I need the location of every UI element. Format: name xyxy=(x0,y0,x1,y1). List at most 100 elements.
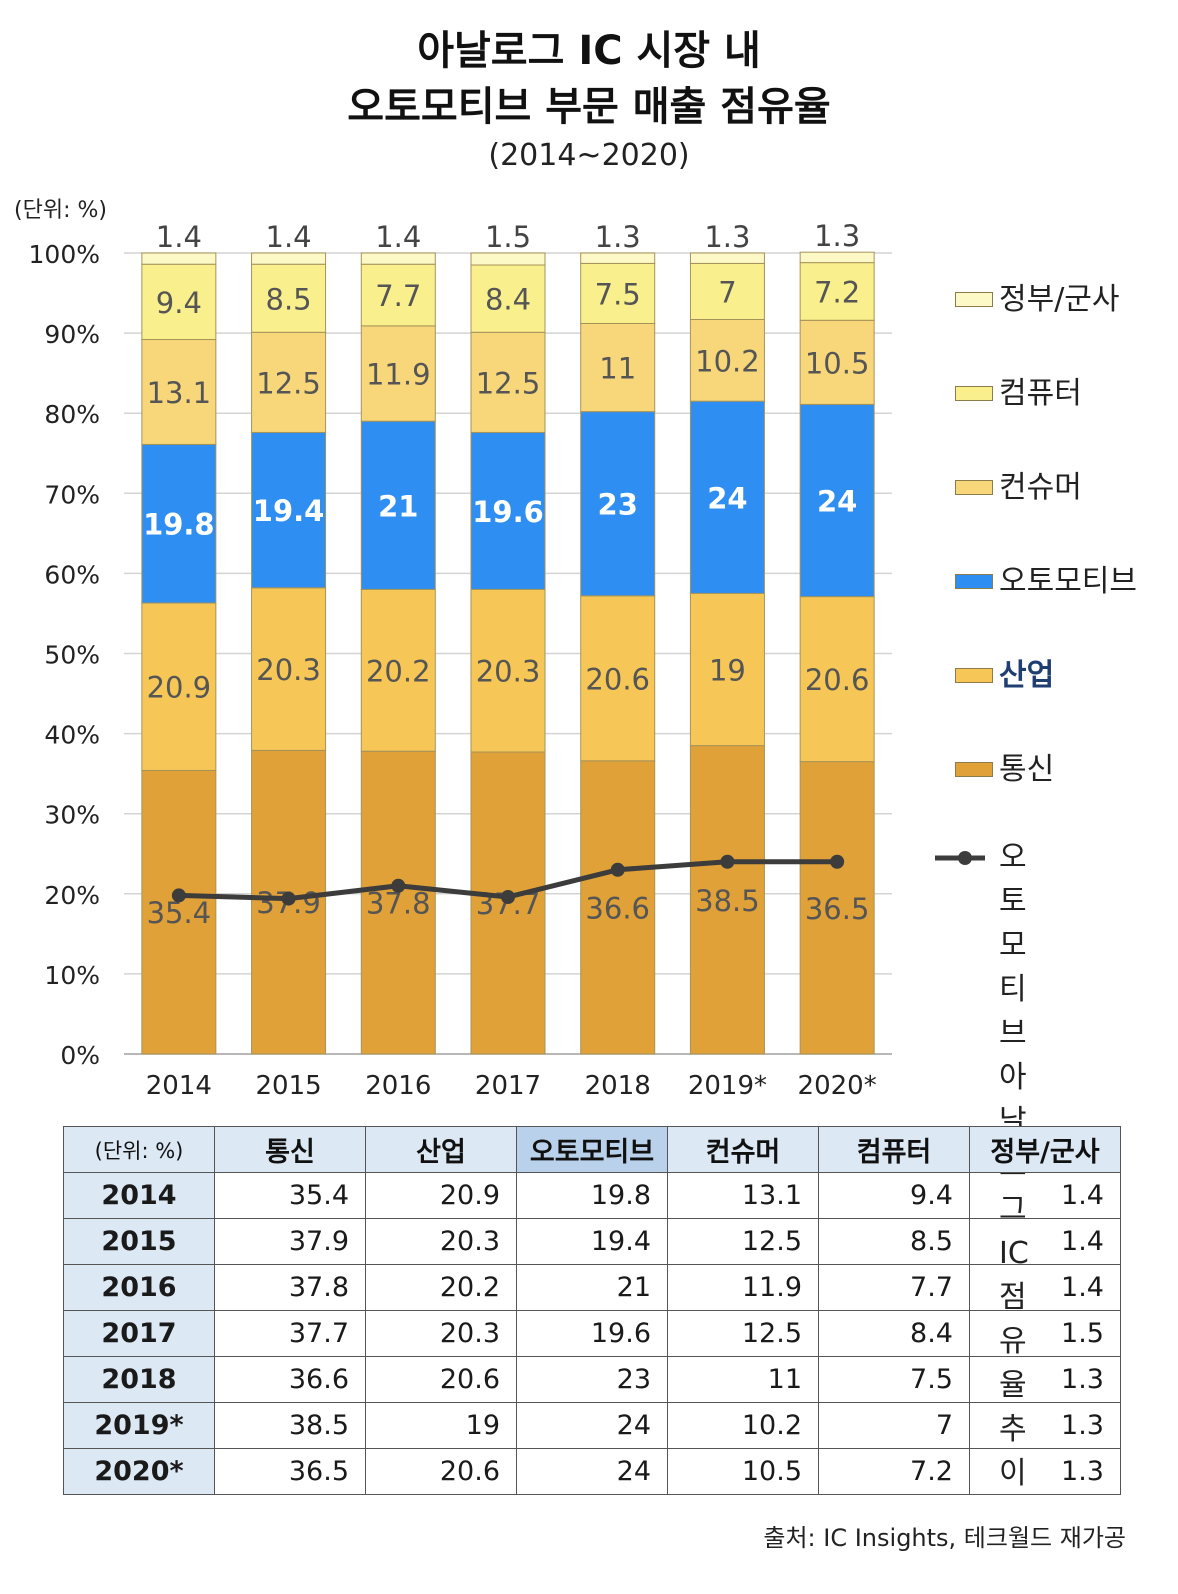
table-column-header: 컨슈머 xyxy=(667,1126,819,1173)
bar-segment xyxy=(689,745,765,1055)
y-tick-label: 100% xyxy=(29,240,100,269)
table-column-header: 오토모티브 xyxy=(516,1126,668,1173)
data-label: 36.5 xyxy=(805,892,870,926)
bar-segment xyxy=(470,264,546,333)
table-cell: 9.4 xyxy=(818,1172,970,1219)
y-tick-label: 50% xyxy=(44,641,100,670)
data-label: 1.3 xyxy=(595,220,641,254)
bar-segment xyxy=(141,339,217,445)
legend-label: 오토모티브 xyxy=(999,564,1137,599)
x-tick-label: 2020* xyxy=(798,1071,877,1101)
table-cell: 37.7 xyxy=(214,1310,366,1357)
legend-label: 산업 xyxy=(999,658,1055,693)
table-cell: 7 xyxy=(818,1402,970,1449)
data-label: 12.5 xyxy=(256,366,321,400)
data-label: 7.5 xyxy=(595,277,641,311)
bar-segment xyxy=(141,263,217,341)
data-label: 7.2 xyxy=(814,275,860,309)
legend-swatch xyxy=(955,292,993,307)
data-label: 8.5 xyxy=(266,282,312,316)
table-row-year: 2020* xyxy=(63,1448,215,1495)
legend-line-marker xyxy=(935,851,985,865)
table-column-header: 컴퓨터 xyxy=(818,1126,970,1173)
bar-segment xyxy=(251,263,327,333)
table-cell: 12.5 xyxy=(667,1310,819,1357)
bar-segment xyxy=(580,252,656,264)
legend-label: 컴퓨터 xyxy=(999,376,1082,411)
legend-swatch xyxy=(955,480,993,495)
table-cell: 36.6 xyxy=(214,1356,366,1403)
table-cell: 20.9 xyxy=(365,1172,517,1219)
bar-segment xyxy=(141,602,217,771)
table-cell: 35.4 xyxy=(214,1172,366,1219)
data-label: 1.5 xyxy=(485,220,531,254)
table-column-header: 정부/군사 xyxy=(969,1126,1121,1173)
bar-segment xyxy=(799,596,875,763)
table-cell: 7.7 xyxy=(818,1264,970,1311)
data-label: 11 xyxy=(599,352,636,386)
table-row-year: 2018 xyxy=(63,1356,215,1403)
table-cell: 1.4 xyxy=(969,1218,1121,1265)
table-cell: 19 xyxy=(365,1402,517,1449)
table-row: 2018 36.6 20.6 23 11 7.5 1.3 xyxy=(63,1356,1121,1403)
chart-subtitle: (2014~2020) xyxy=(488,138,690,173)
table-cell: 20.6 xyxy=(365,1356,517,1403)
table-cell: 19.8 xyxy=(516,1172,668,1219)
table-row: 2015 37.9 20.3 19.4 12.5 8.5 1.4 xyxy=(63,1218,1121,1265)
y-tick-label: 90% xyxy=(44,320,100,349)
data-label: 13.1 xyxy=(147,376,212,410)
table-header-row: (단위: %) 통신 산업 오토모티브 컨슈머 컴퓨터 정부/군사 xyxy=(63,1126,1121,1173)
bar-segment xyxy=(251,331,327,433)
table-cell: 20.6 xyxy=(365,1448,517,1495)
data-label: 12.5 xyxy=(476,366,541,400)
data-label: 1.3 xyxy=(814,219,860,253)
bar-segment xyxy=(799,761,875,1055)
data-label: 20.3 xyxy=(256,653,321,687)
data-label: 36.6 xyxy=(585,891,650,925)
data-label: 20.6 xyxy=(585,662,650,696)
table-row-year: 2017 xyxy=(63,1310,215,1357)
trend-point xyxy=(610,862,625,877)
y-tick-label: 0% xyxy=(60,1041,100,1070)
data-label: 24 xyxy=(817,485,857,519)
x-tick-label: 2016 xyxy=(365,1071,431,1101)
table-cell: 24 xyxy=(516,1448,668,1495)
table-cell: 13.1 xyxy=(667,1172,819,1219)
trend-point xyxy=(281,891,296,906)
data-label: 7.7 xyxy=(375,279,421,313)
data-label: 20.3 xyxy=(476,655,541,689)
table-cell: 1.3 xyxy=(969,1402,1121,1449)
table-cell: 1.5 xyxy=(969,1310,1121,1357)
y-tick-label: 60% xyxy=(44,560,100,589)
table-cell: 20.3 xyxy=(365,1218,517,1265)
data-label: 19.8 xyxy=(143,508,215,542)
data-label: 19 xyxy=(709,654,746,688)
data-label: 10.2 xyxy=(695,344,760,378)
data-label: 20.2 xyxy=(366,654,431,688)
table-cell: 1.4 xyxy=(969,1264,1121,1311)
table-cell: 21 xyxy=(516,1264,668,1311)
stacked-bar-chart: 0%10%20%30%40%50%60%70%80%90%100%35.420.… xyxy=(29,219,892,1101)
y-tick-label: 10% xyxy=(44,961,100,990)
bar-segment xyxy=(141,769,217,1055)
bar-segment xyxy=(470,431,546,590)
x-tick-label: 2014 xyxy=(146,1071,212,1101)
data-label: 1.4 xyxy=(266,220,312,254)
bar-segment xyxy=(799,251,875,264)
y-tick-label: 80% xyxy=(44,400,100,429)
bar-segment xyxy=(360,252,436,265)
table-cell: 23 xyxy=(516,1356,668,1403)
data-label: 23 xyxy=(598,488,638,522)
table-column-header: 통신 xyxy=(214,1126,366,1173)
data-label: 10.5 xyxy=(805,346,870,380)
table-cell: 8.5 xyxy=(818,1218,970,1265)
table-row: 2020* 36.5 20.6 24 10.5 7.2 1.3 xyxy=(63,1448,1121,1495)
table-cell: 10.5 xyxy=(667,1448,819,1495)
table-cell: 36.5 xyxy=(214,1448,366,1495)
bar-segment xyxy=(689,592,765,747)
bar-segment xyxy=(799,403,875,598)
data-label: 11.9 xyxy=(366,358,431,392)
table-cell: 19.4 xyxy=(516,1218,668,1265)
data-label: 1.4 xyxy=(375,220,421,254)
data-label: 19.4 xyxy=(253,494,325,528)
